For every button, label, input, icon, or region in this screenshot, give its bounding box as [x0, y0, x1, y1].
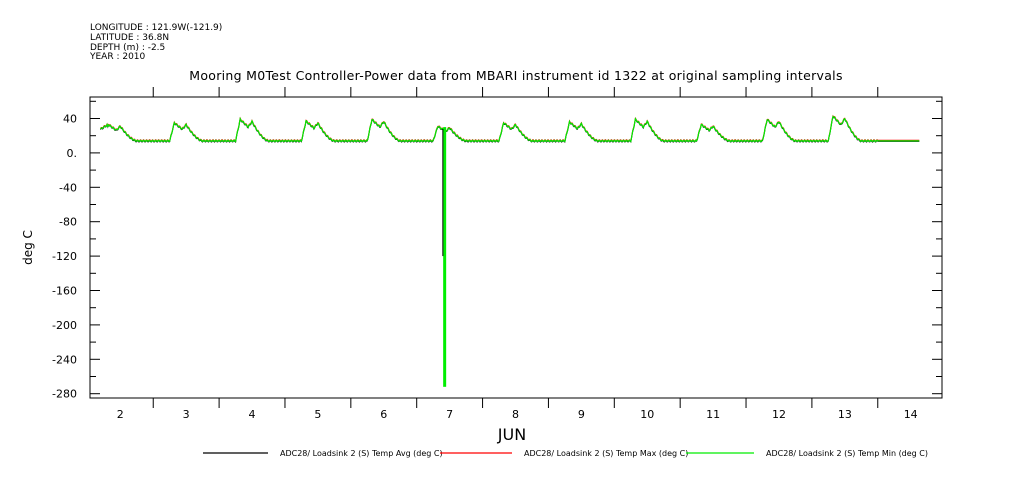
y-tick-label: -280 — [52, 388, 77, 401]
x-tick-label: 11 — [706, 408, 720, 421]
y-tick-label: -120 — [52, 250, 77, 263]
y-tick-label: -160 — [52, 285, 77, 298]
x-tick-label: 8 — [512, 408, 519, 421]
x-tick-label: 4 — [249, 408, 256, 421]
x-tick-label: 3 — [183, 408, 190, 421]
x-tick-label: 9 — [578, 408, 585, 421]
chart-title: Mooring M0Test Controller-Power data fro… — [189, 68, 843, 83]
y-axis-label: deg C — [21, 230, 35, 265]
series-avg-line — [100, 115, 920, 144]
y-tick-label: -80 — [59, 216, 77, 229]
y-tick-label: -240 — [52, 353, 77, 366]
plot-frame — [89, 96, 943, 399]
series-min-line — [99, 115, 920, 143]
x-tick-label: 6 — [380, 408, 387, 421]
longitude-label: LONGITUDE : 121.9W(-121.9) — [90, 23, 223, 33]
x-tick-label: 12 — [772, 408, 786, 421]
x-tick-label: 7 — [446, 408, 453, 421]
x-tick-label: 14 — [904, 408, 918, 421]
y-tick-label: 0. — [67, 147, 78, 160]
x-axis-label: JUN — [497, 425, 526, 444]
y-tick-label: 40 — [63, 113, 77, 126]
x-tick-label: 2 — [117, 408, 124, 421]
x-tick-label: 5 — [314, 408, 321, 421]
y-tick-label: -40 — [59, 181, 77, 194]
latitude-label: LATITUDE : 36.8N — [90, 33, 170, 43]
year-label: YEAR : 2010 — [90, 52, 146, 62]
y-tick-label: -200 — [52, 319, 77, 332]
depth-label: DEPTH (m) : -2.5 — [90, 43, 166, 53]
legend-label-2: ADC28/ Loadsink 2 (S) Temp Min (deg C) — [766, 449, 928, 458]
legend-label-0: ADC28/ Loadsink 2 (S) Temp Avg (deg C) — [280, 449, 443, 458]
x-tick-label: 13 — [838, 408, 852, 421]
legend-label-1: ADC28/ Loadsink 2 (S) Temp Max (deg C) — [524, 449, 688, 458]
series-min-spike — [443, 127, 447, 387]
x-tick-label: 10 — [640, 408, 654, 421]
